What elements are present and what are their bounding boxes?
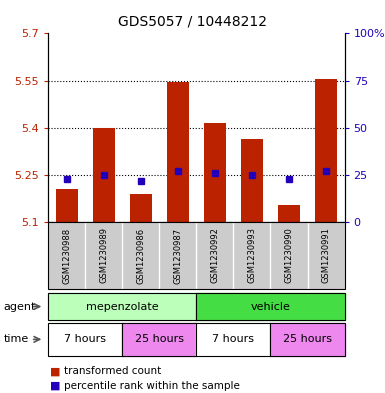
Text: ■: ■ — [50, 381, 60, 391]
Text: 7 hours: 7 hours — [213, 334, 254, 344]
Text: GSM1230988: GSM1230988 — [62, 228, 71, 283]
Text: GSM1230991: GSM1230991 — [321, 228, 331, 283]
Bar — [241, 139, 263, 222]
Text: GDS5057 / 10448212: GDS5057 / 10448212 — [118, 15, 267, 29]
Text: 25 hours: 25 hours — [283, 334, 332, 344]
Text: mepenzolate: mepenzolate — [86, 301, 159, 312]
Bar — [204, 123, 226, 222]
Text: ■: ■ — [50, 366, 60, 376]
Text: GSM1230993: GSM1230993 — [248, 228, 256, 283]
Text: 25 hours: 25 hours — [135, 334, 184, 344]
Text: time: time — [4, 334, 29, 344]
Text: GSM1230990: GSM1230990 — [285, 228, 293, 283]
Text: GSM1230987: GSM1230987 — [173, 228, 182, 283]
Bar — [55, 189, 78, 222]
Bar — [130, 194, 152, 222]
Text: GSM1230986: GSM1230986 — [136, 228, 145, 283]
Bar — [315, 79, 337, 222]
Text: agent: agent — [4, 301, 36, 312]
Bar — [278, 205, 300, 222]
Text: percentile rank within the sample: percentile rank within the sample — [64, 381, 239, 391]
Text: vehicle: vehicle — [251, 301, 290, 312]
Text: 7 hours: 7 hours — [64, 334, 106, 344]
Text: GSM1230992: GSM1230992 — [210, 228, 219, 283]
Text: GSM1230989: GSM1230989 — [99, 228, 108, 283]
Text: transformed count: transformed count — [64, 366, 161, 376]
Bar — [92, 128, 115, 222]
Bar — [167, 82, 189, 222]
